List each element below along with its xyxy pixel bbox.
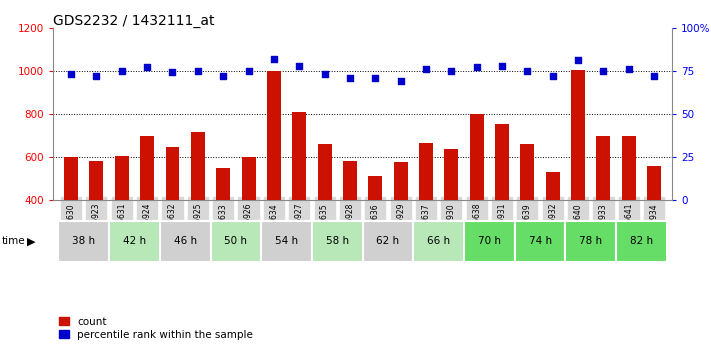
Bar [216, 168, 230, 200]
Point [116, 68, 127, 73]
Bar [140, 137, 154, 200]
Point [91, 73, 102, 79]
Text: 54 h: 54 h [275, 237, 298, 246]
Point [648, 73, 660, 79]
Point [370, 75, 381, 80]
Text: 66 h: 66 h [427, 237, 450, 246]
Text: 42 h: 42 h [123, 237, 146, 246]
Bar [210, 221, 261, 262]
Point [547, 73, 558, 79]
Bar [565, 221, 616, 262]
Point [623, 66, 634, 72]
Point [65, 71, 77, 77]
Bar [495, 124, 509, 200]
Point [167, 70, 178, 75]
Bar [419, 143, 433, 200]
Bar [166, 147, 179, 200]
Bar [261, 221, 312, 262]
Text: GDS2232 / 1432111_at: GDS2232 / 1432111_at [53, 14, 215, 28]
Bar [90, 161, 103, 200]
Bar [160, 221, 210, 262]
Point [420, 66, 432, 72]
Bar [647, 166, 661, 200]
Text: 74 h: 74 h [528, 237, 552, 246]
Bar [363, 221, 413, 262]
Bar [58, 221, 109, 262]
Point [141, 65, 153, 70]
Bar [368, 176, 383, 200]
Point [395, 78, 406, 84]
Bar [343, 161, 357, 200]
Bar [515, 221, 565, 262]
Text: 82 h: 82 h [630, 237, 653, 246]
Point [268, 56, 279, 61]
Point [446, 68, 457, 73]
Legend: count, percentile rank within the sample: count, percentile rank within the sample [58, 317, 253, 340]
Bar [597, 137, 611, 200]
Bar [394, 162, 407, 200]
Bar [318, 144, 331, 200]
Text: 50 h: 50 h [225, 237, 247, 246]
Point [344, 75, 356, 80]
Point [496, 63, 508, 68]
Text: ▶: ▶ [27, 237, 36, 246]
Bar [520, 144, 535, 200]
Point [471, 65, 482, 70]
Bar [546, 172, 560, 200]
Bar [413, 221, 464, 262]
Bar [109, 221, 160, 262]
Bar [571, 70, 585, 200]
Bar [114, 156, 129, 200]
Point [294, 63, 305, 68]
Bar [464, 221, 515, 262]
Bar [444, 149, 459, 200]
Bar [267, 71, 281, 200]
Point [522, 68, 533, 73]
Point [319, 71, 331, 77]
Point [572, 58, 584, 63]
Bar [622, 137, 636, 200]
Text: 78 h: 78 h [579, 237, 602, 246]
Point [598, 68, 609, 73]
Point [192, 68, 203, 73]
Bar [616, 221, 667, 262]
Text: 70 h: 70 h [478, 237, 501, 246]
Bar [191, 132, 205, 200]
Point [218, 73, 229, 79]
Text: 62 h: 62 h [376, 237, 400, 246]
Bar [470, 114, 483, 200]
Text: 46 h: 46 h [173, 237, 197, 246]
Bar [242, 157, 255, 200]
Text: 38 h: 38 h [73, 237, 95, 246]
Bar [64, 157, 78, 200]
Bar [312, 221, 363, 262]
Text: time: time [1, 237, 25, 246]
Text: 58 h: 58 h [326, 237, 349, 246]
Point [243, 68, 255, 73]
Bar [292, 112, 306, 200]
